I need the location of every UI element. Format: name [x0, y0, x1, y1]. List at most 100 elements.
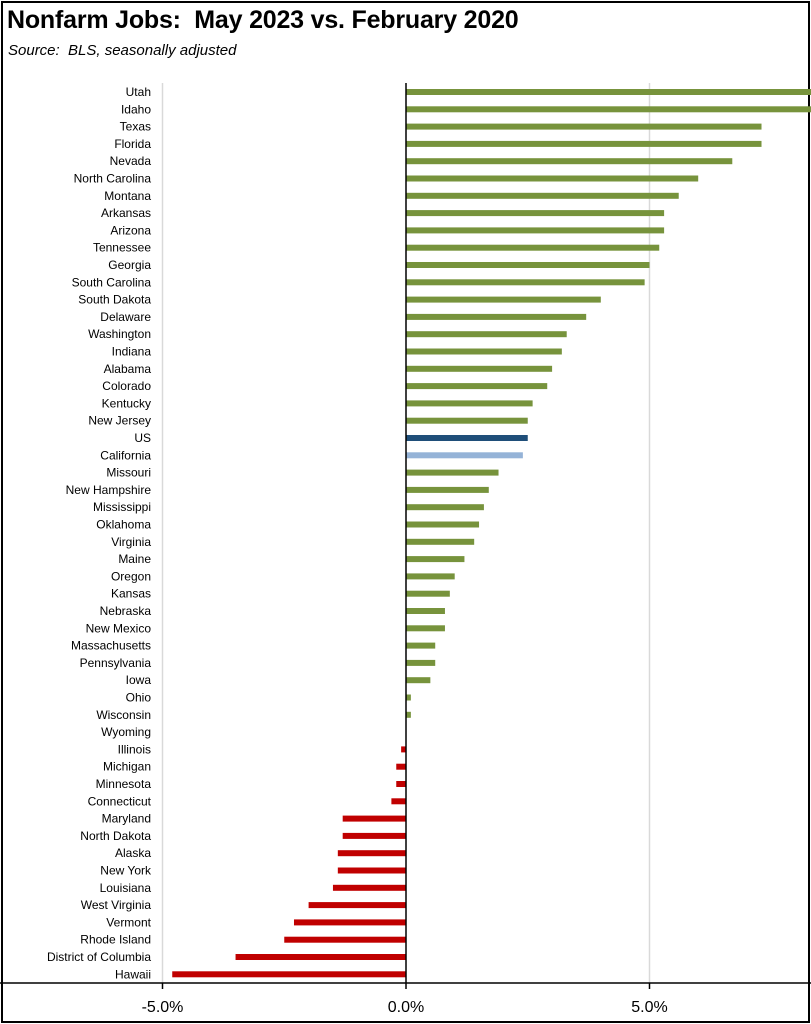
- bar-georgia: [406, 262, 650, 268]
- category-label: Missouri: [106, 466, 151, 480]
- bar-district-of-columbia: [235, 954, 406, 960]
- bar-minnesota: [396, 781, 406, 787]
- bar-pennsylvania: [406, 659, 436, 666]
- bar-west-virginia: [308, 902, 406, 909]
- bar-alabama: [406, 365, 553, 372]
- category-label: Michigan: [103, 760, 151, 774]
- bar-kentucky: [406, 400, 533, 407]
- bar-us: [406, 435, 528, 441]
- bar-virginia: [406, 538, 475, 545]
- bar-wisconsin: [406, 711, 411, 718]
- bar-rhode-island: [284, 936, 406, 943]
- bar-arkansas: [406, 210, 665, 217]
- category-label: Kansas: [111, 587, 151, 601]
- x-tick-label: 0.0%: [388, 999, 424, 1016]
- category-label: Maine: [118, 552, 151, 566]
- category-label: California: [100, 448, 151, 462]
- bar-utah: [406, 89, 811, 95]
- bar-indiana: [406, 348, 562, 355]
- category-label: Oregon: [111, 569, 151, 583]
- chart-title: Nonfarm Jobs: May 2023 vs. February 2020: [7, 6, 519, 34]
- category-label: Arizona: [110, 223, 151, 237]
- x-tick-label: -5.0%: [142, 999, 184, 1016]
- category-label: Wisconsin: [96, 708, 151, 722]
- category-label: Ohio: [126, 691, 152, 705]
- category-label: Iowa: [126, 673, 152, 687]
- bar-new-york: [337, 867, 406, 874]
- bar-kansas: [406, 590, 450, 597]
- category-label: New York: [100, 864, 152, 878]
- category-label: Hawaii: [115, 967, 151, 981]
- bar-missouri: [406, 469, 499, 476]
- category-label: Georgia: [108, 258, 151, 272]
- bar-connecticut: [391, 798, 406, 805]
- category-label: Utah: [126, 85, 151, 99]
- bars: [172, 89, 811, 978]
- bar-oregon: [406, 573, 455, 580]
- category-label: Idaho: [121, 102, 151, 116]
- category-label: South Carolina: [72, 275, 152, 289]
- bar-colorado: [406, 383, 548, 390]
- bar-mississippi: [406, 504, 484, 511]
- bar-massachusetts: [406, 642, 436, 649]
- bar-maine: [406, 556, 465, 563]
- category-label: Maryland: [102, 812, 151, 826]
- bar-vermont: [293, 919, 406, 926]
- bar-washington: [406, 331, 567, 338]
- category-label: Indiana: [112, 345, 152, 359]
- category-label: Rhode Island: [80, 933, 151, 947]
- category-label: Texas: [120, 120, 151, 134]
- category-label: Oklahoma: [96, 518, 151, 532]
- bar-maryland: [342, 815, 406, 822]
- category-label: New Hampshire: [66, 483, 152, 497]
- bar-texas: [406, 123, 762, 130]
- category-label: South Dakota: [78, 293, 151, 307]
- category-label: Montana: [104, 189, 151, 203]
- category-label: Pennsylvania: [80, 656, 152, 670]
- category-label: Kentucky: [102, 396, 151, 410]
- bar-new-mexico: [406, 625, 445, 632]
- category-label: Louisiana: [100, 881, 152, 895]
- category-label: New Mexico: [86, 621, 152, 635]
- bar-ohio: [406, 694, 411, 701]
- category-label: Alabama: [104, 362, 152, 376]
- bar-illinois: [401, 746, 406, 753]
- category-label: Nebraska: [100, 604, 152, 618]
- chart-subtitle: Source: BLS, seasonally adjusted: [8, 42, 237, 59]
- bar-tennessee: [406, 244, 660, 251]
- bar-michigan: [396, 763, 406, 770]
- bar-montana: [406, 192, 679, 199]
- bar-delaware: [406, 313, 587, 320]
- x-tick-label: 5.0%: [631, 999, 667, 1016]
- bar-nebraska: [406, 608, 445, 614]
- x-tick-labels: -10.0%-5.0%0.0%5.0%10.0%15.0%: [142, 999, 668, 1016]
- bar-hawaii: [172, 971, 406, 978]
- bar-nevada: [406, 158, 733, 165]
- category-label: Alaska: [115, 846, 151, 860]
- bar-alaska: [337, 850, 406, 857]
- bar-louisiana: [332, 884, 406, 891]
- category-label: Minnesota: [96, 777, 152, 791]
- bar-florida: [406, 140, 762, 147]
- category-label: Massachusetts: [71, 639, 151, 653]
- bar-oklahoma: [406, 521, 480, 528]
- category-label: New Jersey: [88, 414, 151, 428]
- bar-north-dakota: [342, 832, 406, 839]
- bar-south-carolina: [406, 279, 645, 286]
- category-label: North Carolina: [74, 172, 152, 186]
- axes: [0, 83, 811, 989]
- bar-south-dakota: [406, 296, 601, 303]
- category-label: Vermont: [106, 915, 151, 929]
- bar-new-jersey: [406, 417, 528, 424]
- category-label: Mississippi: [93, 500, 151, 514]
- category-label: Florida: [114, 137, 151, 151]
- bar-arizona: [406, 227, 665, 234]
- category-label: Illinois: [118, 742, 151, 756]
- category-label: Delaware: [100, 310, 151, 324]
- category-label: District of Columbia: [47, 950, 151, 964]
- category-label: Wyoming: [101, 725, 151, 739]
- bar-new-hampshire: [406, 486, 489, 493]
- category-label: Nevada: [110, 154, 152, 168]
- category-label: Arkansas: [101, 206, 151, 220]
